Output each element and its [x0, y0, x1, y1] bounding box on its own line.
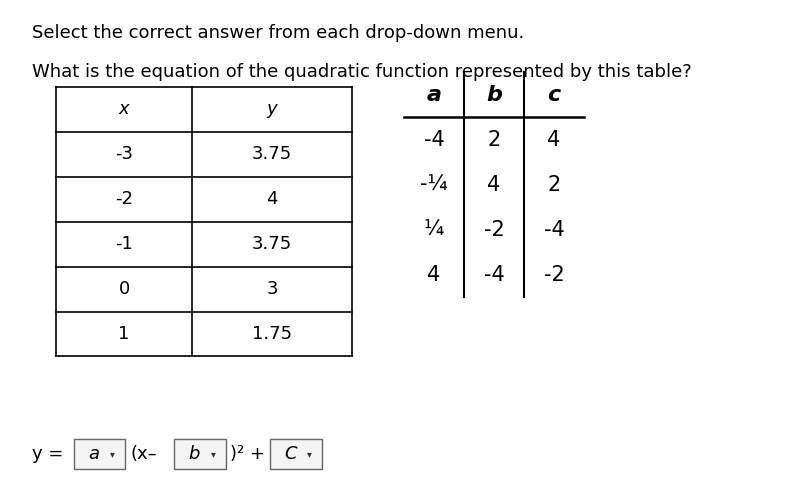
- Text: 3.75: 3.75: [252, 145, 292, 163]
- Text: Select the correct answer from each drop-down menu.: Select the correct answer from each drop…: [32, 24, 524, 42]
- Text: a: a: [426, 85, 442, 105]
- Text: 4: 4: [547, 130, 561, 150]
- Text: 4: 4: [266, 190, 278, 208]
- Text: )² +: )² +: [230, 445, 265, 463]
- Text: -4: -4: [484, 265, 504, 284]
- Text: -1: -1: [115, 235, 133, 253]
- Text: (x–: (x–: [130, 445, 157, 463]
- Text: -¼: -¼: [420, 175, 448, 195]
- Text: -3: -3: [115, 145, 133, 163]
- Text: c: c: [547, 85, 561, 105]
- Text: ▾: ▾: [210, 449, 215, 459]
- Text: 4: 4: [427, 265, 441, 284]
- Text: 0: 0: [118, 280, 130, 298]
- Text: ▾: ▾: [306, 449, 311, 459]
- Text: 2: 2: [487, 130, 501, 150]
- Text: ¼: ¼: [424, 220, 444, 240]
- Text: 1: 1: [118, 325, 130, 343]
- Text: b: b: [486, 85, 502, 105]
- Text: -4: -4: [544, 220, 564, 240]
- Text: a: a: [88, 445, 99, 463]
- Text: -2: -2: [544, 265, 564, 284]
- Text: y =: y =: [32, 445, 63, 463]
- Text: C: C: [284, 445, 297, 463]
- Text: 3: 3: [266, 280, 278, 298]
- Text: 4: 4: [487, 175, 501, 195]
- Text: 1.75: 1.75: [252, 325, 292, 343]
- Text: b: b: [189, 445, 200, 463]
- Text: 3.75: 3.75: [252, 235, 292, 253]
- Text: y: y: [266, 100, 278, 118]
- Text: -4: -4: [424, 130, 444, 150]
- Text: What is the equation of the quadratic function represented by this table?: What is the equation of the quadratic fu…: [32, 63, 692, 81]
- Text: ▾: ▾: [110, 449, 114, 459]
- Text: x: x: [118, 100, 130, 118]
- Text: -2: -2: [484, 220, 504, 240]
- Text: 2: 2: [547, 175, 561, 195]
- Text: -2: -2: [115, 190, 133, 208]
